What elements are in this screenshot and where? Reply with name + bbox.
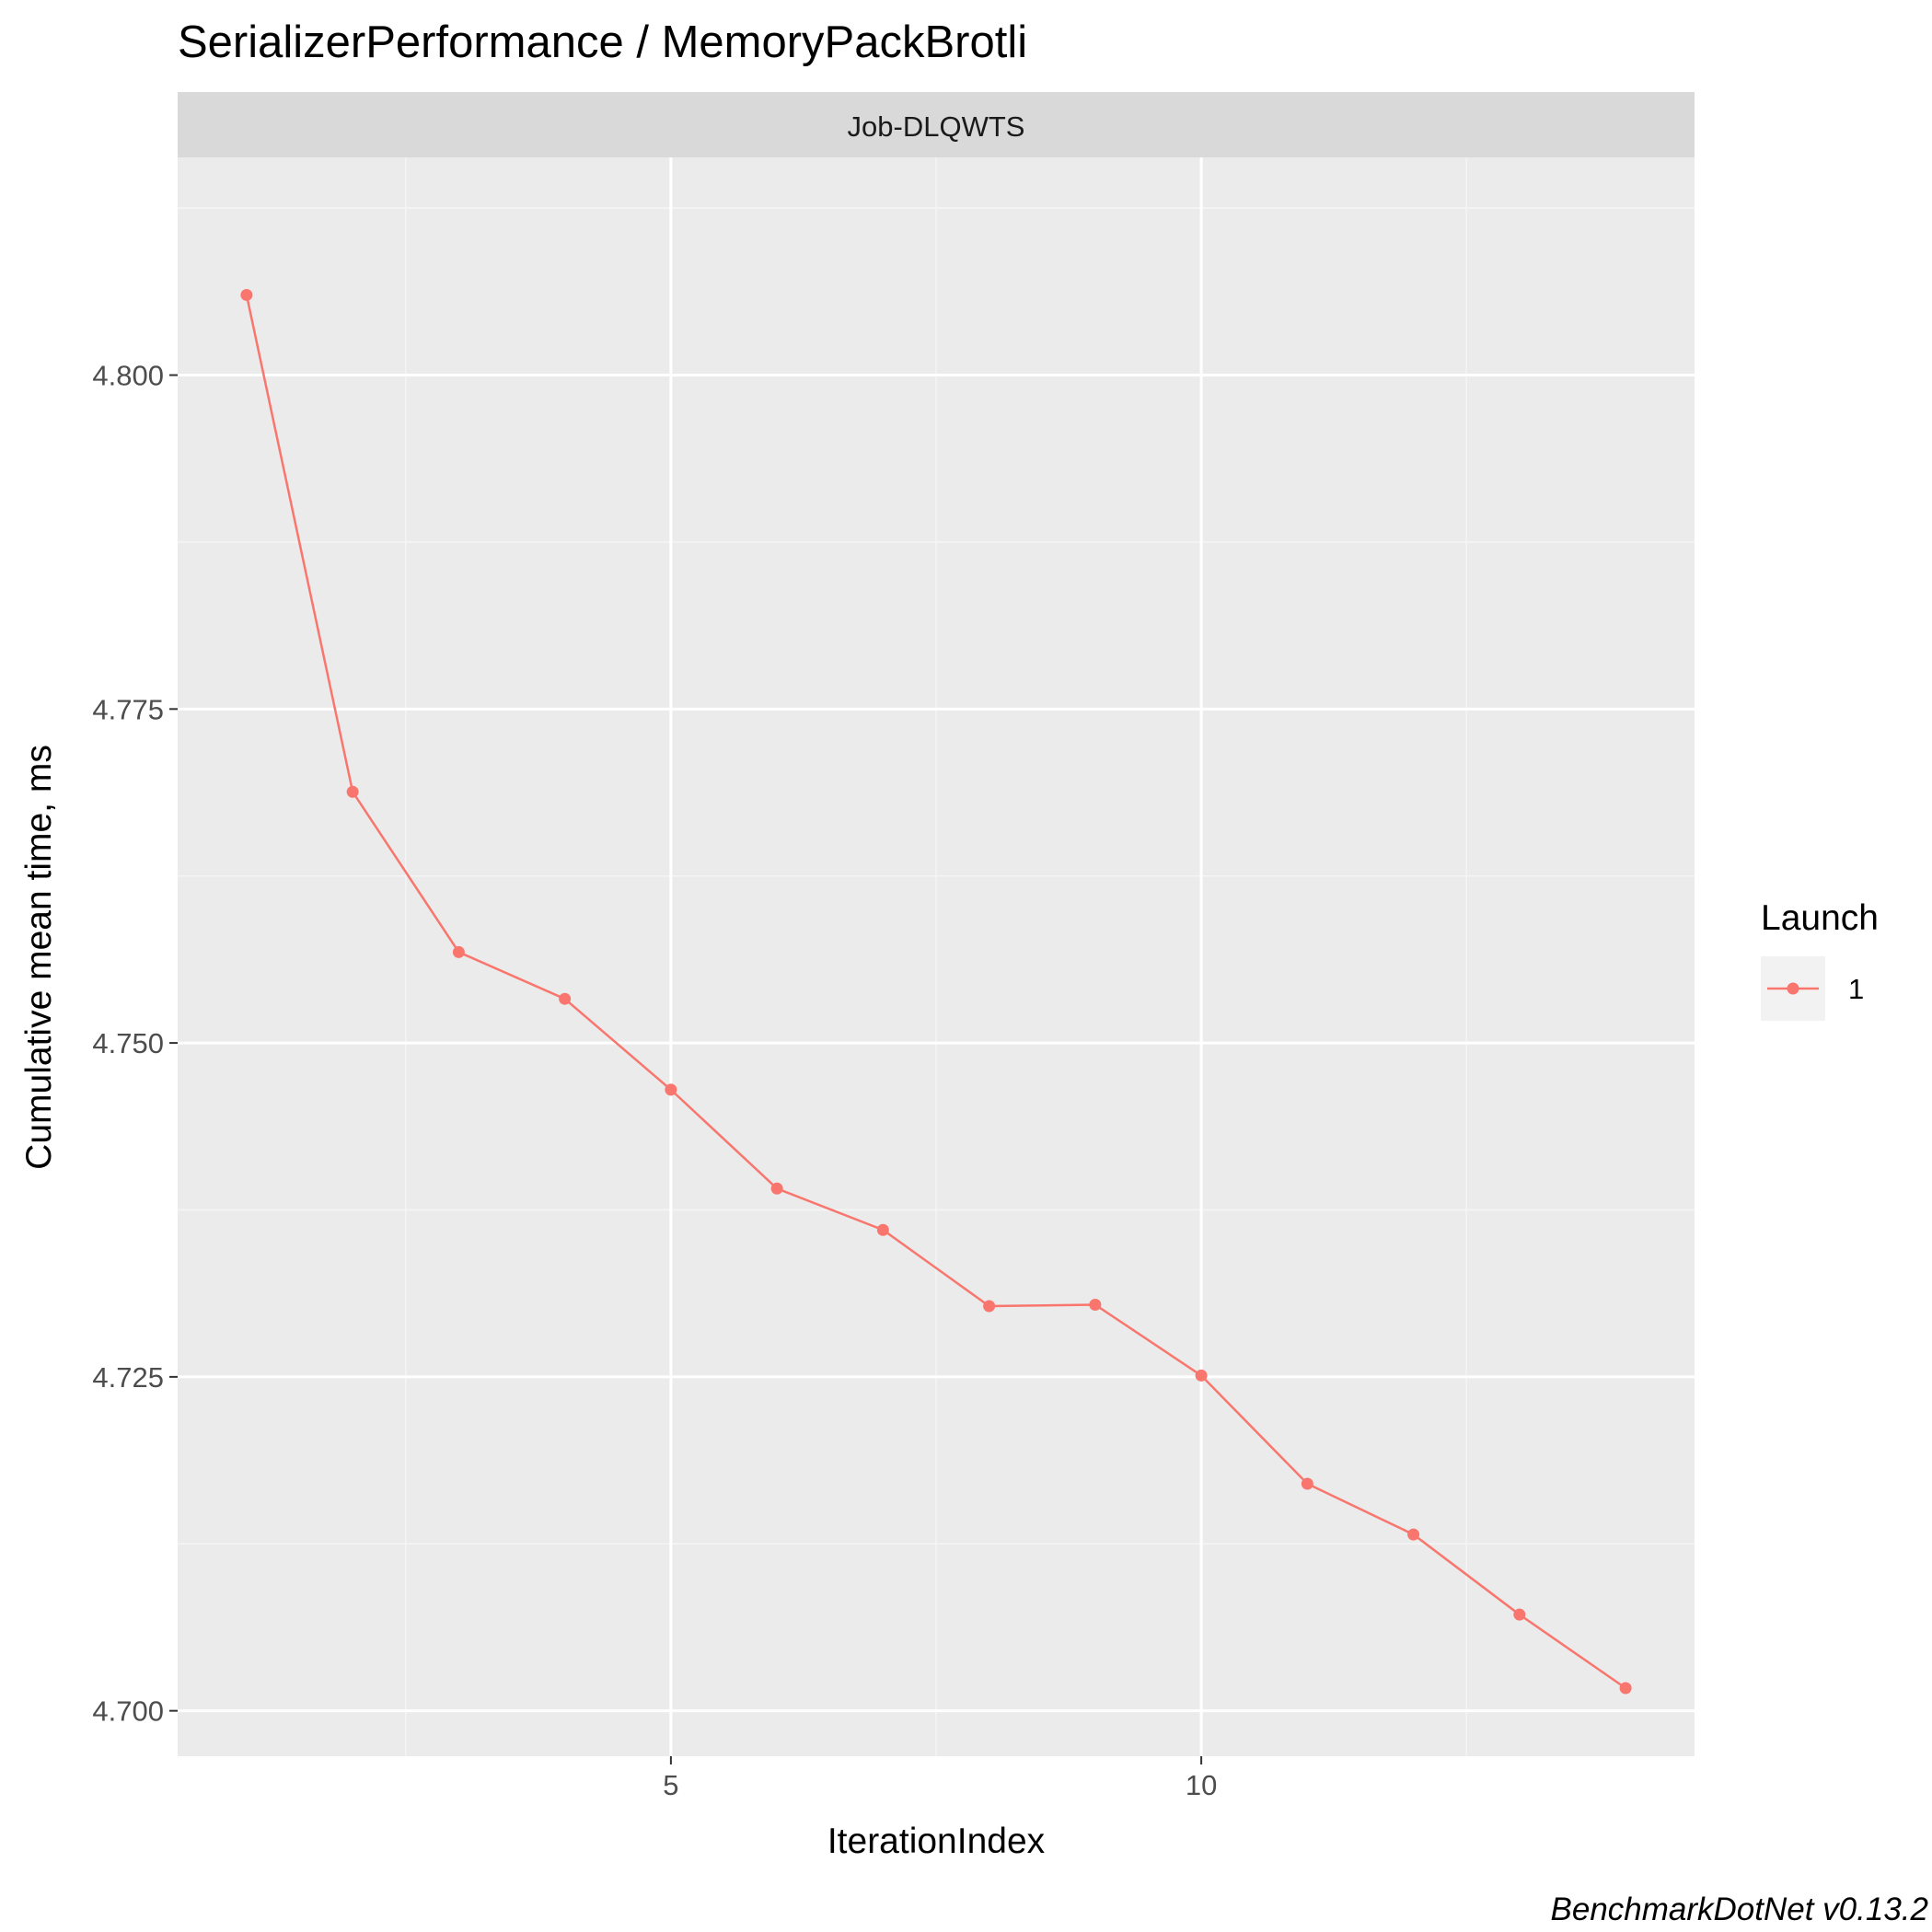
data-point [346, 785, 359, 798]
y-tick-label: 4.775 [92, 693, 164, 725]
data-point [983, 1300, 996, 1313]
y-tick-label: 4.800 [92, 360, 164, 392]
x-tick-label: 5 [663, 1769, 678, 1801]
caption: BenchmarkDotNet v0.13.2 [1551, 1892, 1928, 1927]
y-axis: 4.700 4.725 4.750 4.775 4.800 [92, 360, 178, 1728]
data-point [1513, 1608, 1526, 1621]
x-axis: 5 10 [663, 1756, 1217, 1801]
data-point [559, 992, 572, 1005]
y-tick-label: 4.700 [92, 1695, 164, 1728]
x-axis-title: IterationIndex [827, 1822, 1046, 1861]
series-layer [240, 288, 1632, 1695]
legend-key-point [1787, 982, 1799, 995]
major-gridlines [178, 157, 1695, 1756]
data-point [1089, 1299, 1102, 1312]
chart-title: SerializerPerformance / MemoryPackBrotli [178, 17, 1027, 67]
data-point [876, 1223, 889, 1236]
data-point [1407, 1528, 1420, 1541]
legend-title: Launch [1761, 898, 1879, 938]
legend-entry-1: 1 [1848, 973, 1864, 1005]
x-tick-label: 10 [1186, 1769, 1217, 1801]
data-point [1619, 1682, 1632, 1695]
data-point [665, 1083, 677, 1096]
data-point [1301, 1477, 1313, 1490]
series-line [245, 295, 1626, 1690]
y-tick-label: 4.750 [92, 1027, 164, 1059]
facet-strip-label: Job-DLQWTS [848, 110, 1025, 143]
minor-gridlines [178, 157, 1695, 1756]
data-point [452, 945, 465, 958]
data-point [770, 1182, 783, 1195]
y-tick-label: 4.725 [92, 1361, 164, 1394]
facet-strip [178, 92, 1695, 157]
data-point [1195, 1369, 1208, 1382]
y-axis-title: Cumulative mean time, ms [19, 745, 59, 1170]
legend: Launch 1 [1761, 898, 1879, 1021]
data-point [240, 288, 253, 301]
